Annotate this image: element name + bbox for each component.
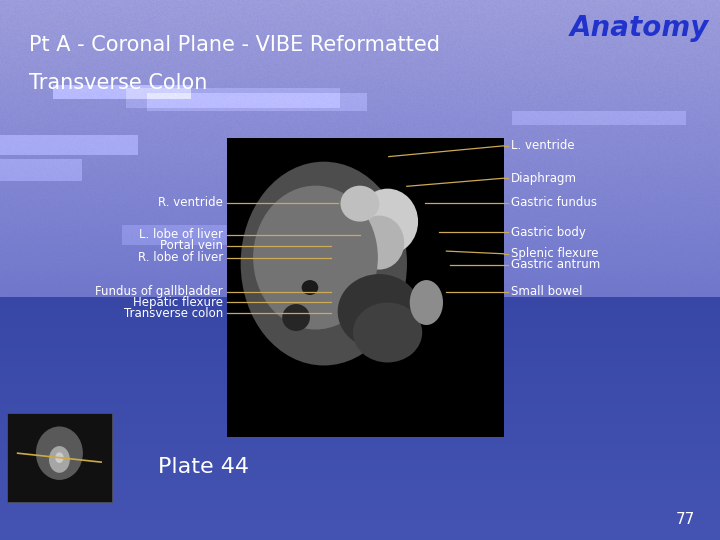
Text: Splenic flexure: Splenic flexure [511, 247, 599, 260]
Text: L. ventride: L. ventride [511, 139, 575, 152]
Ellipse shape [341, 186, 379, 221]
Text: Gastric body: Gastric body [511, 226, 586, 239]
Ellipse shape [357, 188, 418, 254]
Text: Pt A - Coronal Plane - VIBE Reformatted: Pt A - Coronal Plane - VIBE Reformatted [29, 35, 440, 55]
Text: Anatomy: Anatomy [570, 14, 709, 42]
Text: Gastric antrum: Gastric antrum [511, 258, 600, 271]
Text: Hepatic flexure: Hepatic flexure [133, 296, 223, 309]
Text: Portal vein: Portal vein [160, 239, 223, 252]
Text: Fundus of gallbladder: Fundus of gallbladder [96, 285, 223, 298]
Text: Transverse colon: Transverse colon [124, 307, 223, 320]
Text: Plate 44: Plate 44 [158, 457, 249, 477]
Text: Anatomy: Anatomy [570, 14, 709, 42]
Text: R. lobe of liver: R. lobe of liver [138, 251, 223, 264]
Ellipse shape [49, 446, 70, 473]
Ellipse shape [338, 274, 420, 349]
Ellipse shape [253, 186, 378, 329]
Ellipse shape [240, 161, 407, 366]
Text: Small bowel: Small bowel [511, 285, 582, 298]
Bar [227, 138, 504, 437]
Ellipse shape [354, 215, 404, 269]
Text: 77: 77 [675, 511, 695, 526]
Ellipse shape [410, 280, 443, 325]
Ellipse shape [36, 427, 83, 480]
Text: Transverse Colon: Transverse Colon [29, 73, 207, 93]
Bar [7, 413, 112, 502]
Ellipse shape [353, 302, 422, 362]
Text: Gastric fundus: Gastric fundus [511, 196, 597, 209]
Text: L. lobe of liver: L. lobe of liver [139, 228, 223, 241]
Ellipse shape [302, 280, 318, 295]
Text: Diaphragm: Diaphragm [511, 172, 577, 185]
Text: R. ventride: R. ventride [158, 196, 223, 209]
Ellipse shape [282, 304, 310, 331]
Ellipse shape [55, 453, 63, 463]
